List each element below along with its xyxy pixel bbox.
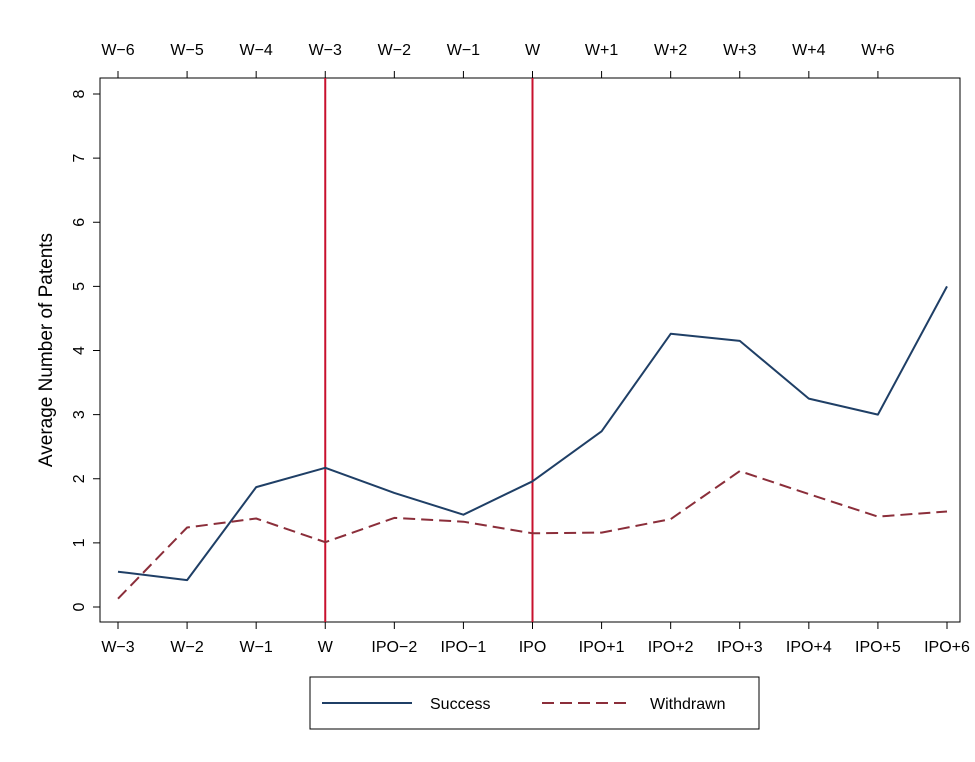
top-x-tick-label: W−6: [101, 42, 134, 59]
x-tick-label: IPO+4: [786, 639, 832, 656]
x-axis-bottom: W−3 W−2 W−1 W IPO−2 IPO−1 IPO IPO+1 IPO+2 IPO+3 IP…: [101, 622, 970, 656]
legend: Success Withdrawn: [309, 676, 760, 730]
top-x-tick-label: W+4: [792, 42, 825, 59]
legend-label-withdrawn: Withdrawn: [650, 696, 726, 713]
x-tick-label: W: [318, 639, 334, 656]
x-axis-top: W−6 W−5 W−4 W−3 W−2 W−1 W W+1 W+2 W+3 W+4 W+6: [101, 42, 895, 78]
y-tick-label: 4: [71, 346, 88, 355]
top-x-tick-label: W−5: [170, 42, 203, 59]
y-tick-label: 3: [71, 410, 88, 419]
top-x-tick-label: W: [525, 42, 541, 59]
y-tick-label: 0: [71, 602, 88, 611]
top-x-tick-label: W+2: [654, 42, 687, 59]
x-tick-label: IPO−2: [371, 639, 417, 656]
top-x-tick-label: W−3: [309, 42, 342, 59]
reference-lines: [324, 78, 534, 622]
y-tick-label: 7: [71, 154, 88, 163]
top-x-tick-label: W−2: [378, 42, 411, 59]
y-axis: 0 1 2 3 4 5 6 7 8: [71, 89, 100, 611]
series-line-success: [117, 285, 948, 582]
y-tick-label: 8: [71, 89, 88, 98]
x-tick-label: IPO+2: [648, 639, 694, 656]
y-tick-label: 5: [71, 282, 88, 291]
y-tick-label: 6: [71, 218, 88, 227]
x-tick-label: IPO+1: [579, 639, 625, 656]
top-x-tick-label: W−1: [447, 42, 480, 59]
series-line-withdrawn: [117, 470, 948, 600]
x-tick-label: W−1: [239, 639, 272, 656]
x-tick-label: IPO: [519, 639, 547, 656]
y-axis-title: Average Number of Patents: [36, 233, 57, 467]
y-tick-label: 2: [71, 474, 88, 483]
x-tick-label: IPO+3: [717, 639, 763, 656]
series-lines: [117, 285, 948, 600]
x-tick-label: IPO+6: [924, 639, 970, 656]
top-x-tick-label: W+3: [723, 42, 756, 59]
top-x-tick-label: W+6: [861, 42, 894, 59]
y-tick-label: 1: [71, 538, 88, 547]
top-x-tick-label: W+1: [585, 42, 618, 59]
x-tick-label: W−3: [101, 639, 134, 656]
x-tick-label: IPO+5: [855, 639, 901, 656]
plot-area: [99, 77, 961, 623]
x-tick-label: W−2: [170, 639, 203, 656]
top-x-tick-label: W−4: [239, 42, 272, 59]
legend-label-success: Success: [430, 696, 490, 713]
x-tick-label: IPO−1: [441, 639, 487, 656]
